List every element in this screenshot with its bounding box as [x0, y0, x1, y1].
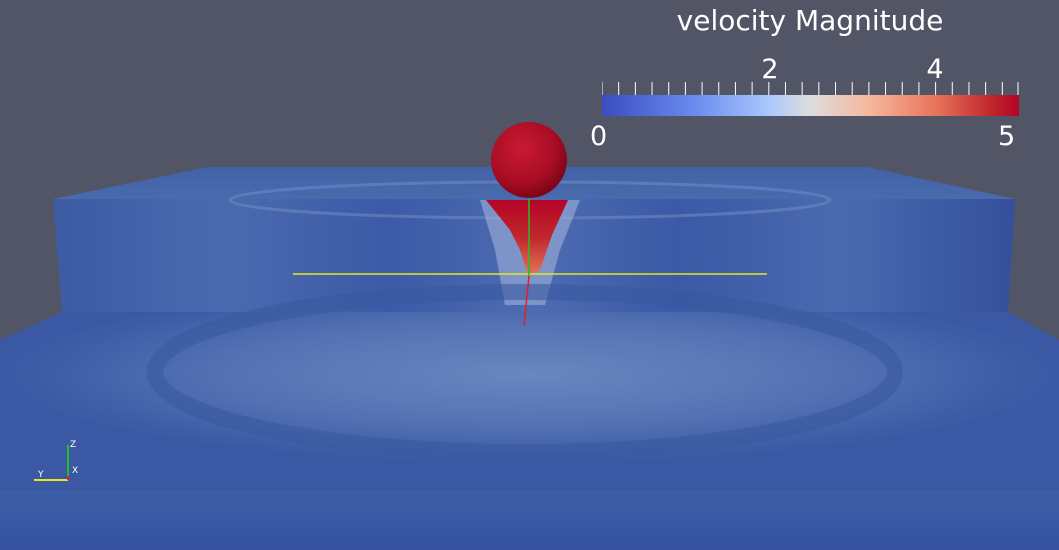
velocity-plume — [486, 200, 568, 275]
scalar-bar-title: velocity Magnitude — [676, 4, 944, 37]
widget-line-x[interactable] — [523, 275, 530, 327]
scalar-bar-tick-label: 2 — [761, 54, 779, 85]
sphere[interactable] — [491, 122, 567, 198]
floor-ripple — [147, 284, 903, 460]
floor-front — [0, 490, 1059, 550]
axis-y-label: Y — [38, 470, 44, 480]
scalar-bar-min-label: 0 — [590, 121, 608, 152]
scalar-bar-tick-label: 4 — [926, 54, 944, 85]
axis-x-label: X — [72, 466, 79, 476]
scalar-bar-ticks — [602, 82, 1019, 95]
scalar-bar[interactable] — [602, 95, 1019, 116]
floor-top — [0, 312, 1059, 490]
axis-z-label: Z — [70, 440, 77, 450]
scalar-bar-max-label: 5 — [998, 121, 1016, 152]
